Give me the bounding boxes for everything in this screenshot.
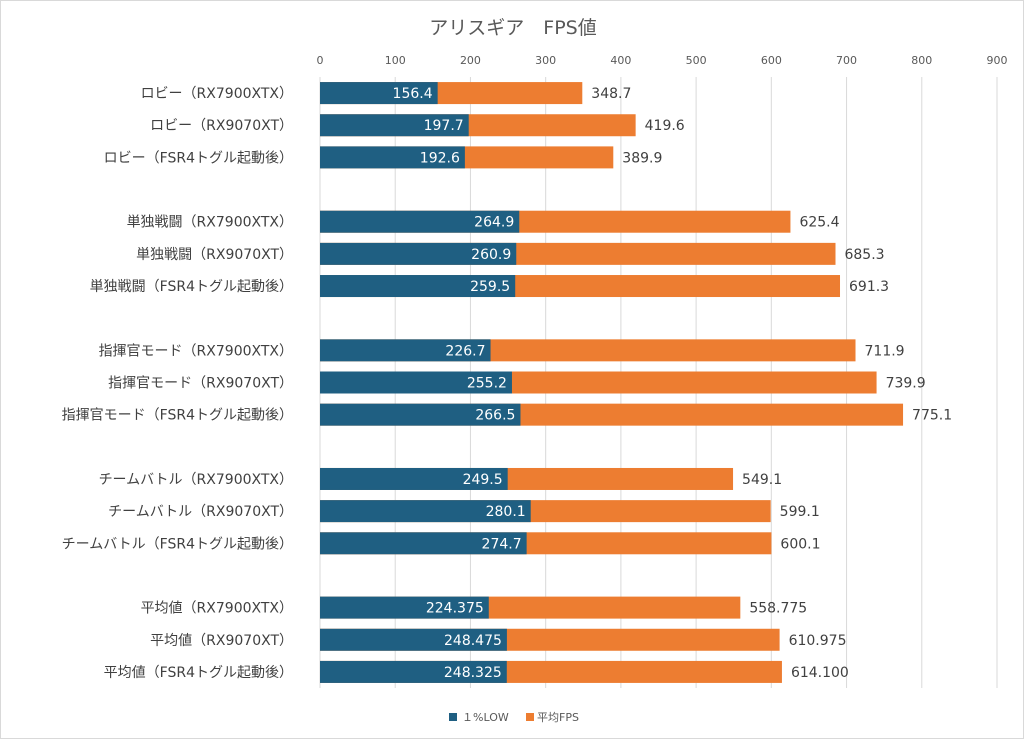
data-label-avg-fps: 389.9 [622,150,662,166]
category-label: 平均値（RX7900XTX） [141,601,293,617]
bar-1pct-low [320,467,508,490]
data-label-avg-fps: 685.3 [844,247,884,263]
category-label: 単独戦闘（RX7900XTX） [127,215,293,231]
category-label: 指揮官モード（FSR4トグル起動後） [62,408,293,424]
data-label-avg-fps: 610.975 [789,633,847,649]
x-tick-label: 0 [317,54,324,67]
category-label: 単独戦闘（RX9070XT） [136,247,293,263]
data-label-1pct-low: 255.2 [467,376,507,392]
x-tick-label: 300 [535,54,556,67]
category-label: チームバトル（RX7900XTX） [99,472,293,488]
x-axis-ticks: 0 100 200 300 400 500 600 700 800 900 [317,54,1008,67]
data-label-1pct-low: 266.5 [475,408,515,424]
bar-1pct-low [320,114,469,137]
x-tick-label: 500 [686,54,707,67]
bar-1pct-low [320,275,516,298]
x-tick-label: 100 [385,54,406,67]
x-tick-label: 400 [610,54,631,67]
legend-swatch-avg-fps [526,713,534,721]
data-label-1pct-low: 156.4 [393,86,433,102]
chart-title: アリスギア FPS値 [429,17,596,39]
data-label-avg-fps: 614.100 [791,665,849,681]
bar-1pct-low [320,403,521,426]
data-label-avg-fps: 600.1 [780,536,820,552]
bar-1pct-low [320,371,512,394]
x-tick-label: 200 [460,54,481,67]
data-label-avg-fps: 599.1 [780,504,820,520]
data-label-avg-fps: 549.1 [742,472,782,488]
data-label-avg-fps: 419.6 [645,118,685,134]
bar-1pct-low [320,339,491,362]
category-label: ロビー（FSR4トグル起動後） [104,150,293,166]
bar-1pct-low [320,146,465,169]
x-tick-label: 800 [911,54,932,67]
data-label-avg-fps: 348.7 [591,86,631,102]
bars: 348.7 156.4 419.6 197.7 389.9 192.6 625.4 264.9… [320,82,952,683]
legend-label-avg-fps: 平均FPS [537,711,579,724]
x-tick-label: 900 [987,54,1008,67]
bar-1pct-low [320,532,527,555]
data-label-1pct-low: 248.325 [444,665,502,681]
data-label-avg-fps: 625.4 [799,215,839,231]
data-label-1pct-low: 274.7 [482,536,522,552]
data-label-avg-fps: 558.775 [749,601,807,617]
data-label-1pct-low: 226.7 [445,343,485,359]
bar-1pct-low [320,82,438,105]
data-label-1pct-low: 260.9 [471,247,511,263]
category-label: 平均値（RX9070XT） [150,633,293,649]
bar-1pct-low [320,628,507,651]
data-label-1pct-low: 224.375 [426,601,484,617]
category-label: ロビー（RX7900XTX） [141,86,293,102]
category-label: 指揮官モード（RX9070XT） [108,376,293,392]
data-label-avg-fps: 775.1 [912,408,952,424]
category-label: 単独戦闘（FSR4トグル起動後） [90,279,293,295]
data-label-1pct-low: 280.1 [486,504,526,520]
x-tick-label: 700 [836,54,857,67]
bar-1pct-low [320,500,531,523]
bar-1pct-low [320,210,520,233]
legend-label-1pct-low: １%LOW [462,711,509,724]
data-label-1pct-low: 259.5 [470,279,510,295]
data-label-1pct-low: 248.475 [444,633,502,649]
data-label-1pct-low: 264.9 [474,215,514,231]
legend-swatch-1pct-low [449,713,457,721]
category-label: 平均値（FSR4トグル起動後） [104,665,293,681]
data-label-avg-fps: 739.9 [886,376,926,392]
data-label-1pct-low: 192.6 [420,150,460,166]
category-label: チームバトル（RX9070XT） [108,504,293,520]
bar-1pct-low [320,596,489,619]
data-label-1pct-low: 249.5 [463,472,503,488]
category-label: ロビー（RX9070XT） [150,118,293,134]
data-label-avg-fps: 711.9 [865,343,905,359]
data-label-avg-fps: 691.3 [849,279,889,295]
legend: １%LOW 平均FPS [449,711,579,724]
category-labels: ロビー（RX7900XTX） ロビー（RX9070XT） ロビー（FSR4トグル起動… [62,86,293,681]
category-label: チームバトル（FSR4トグル起動後） [62,536,293,552]
x-tick-label: 600 [761,54,782,67]
bar-1pct-low [320,242,517,265]
category-label: 指揮官モード（RX7900XTX） [99,343,293,359]
data-label-1pct-low: 197.7 [424,118,464,134]
bar-1pct-low [320,660,507,683]
